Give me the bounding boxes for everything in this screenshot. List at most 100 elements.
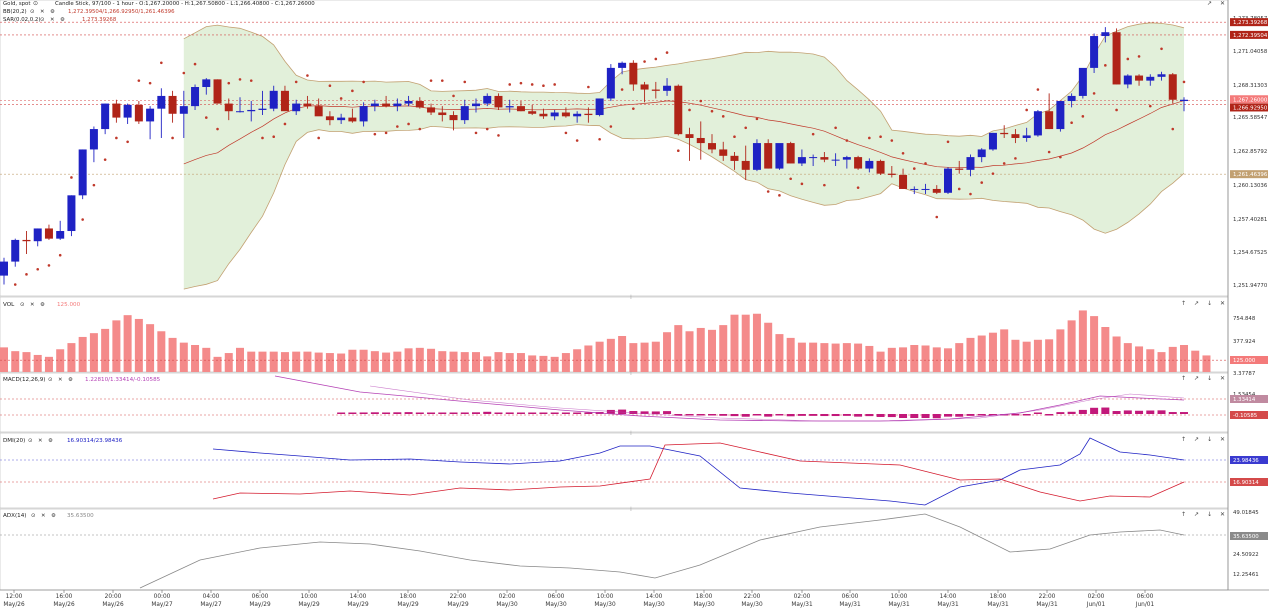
candle-body [0, 261, 8, 276]
candlestick-series [0, 27, 1188, 285]
eye-icon[interactable]: ⊙ [33, 0, 38, 7]
macd-histogram-bar [438, 412, 447, 414]
dmi-minus-line [212, 442, 1185, 502]
sar-dot [328, 84, 332, 88]
close-icon[interactable]: ✕ [40, 9, 45, 15]
maximize-icon[interactable]: ↗ [1194, 436, 1199, 443]
time-tick-label: 00:00 [154, 594, 171, 600]
volume-bar [438, 351, 447, 372]
close-icon[interactable]: ✕ [1220, 0, 1225, 7]
macd-histogram-bar [944, 414, 952, 417]
volume-bar [786, 337, 795, 372]
move-down-icon[interactable]: ↓ [1207, 375, 1212, 382]
volume-bar [0, 347, 8, 372]
close-icon[interactable]: ✕ [1220, 511, 1225, 518]
close-icon[interactable]: ✕ [1220, 300, 1225, 307]
resize-handle-icon[interactable]: ⁞ [630, 370, 632, 377]
sar-dot [485, 127, 489, 131]
volume-bar [1202, 355, 1211, 372]
macd-histogram-bar [1168, 412, 1177, 414]
macd-histogram-bar [460, 412, 469, 414]
sar-dot [609, 125, 613, 128]
macd-values: 1.22810/1.33414/-0.10585 [85, 377, 161, 383]
sar-dot [1002, 162, 1006, 165]
move-up-icon[interactable]: ↑ [1181, 436, 1186, 443]
volume-bar [179, 342, 188, 372]
close-icon[interactable]: ✕ [41, 513, 46, 519]
eye-icon[interactable]: ⊙ [40, 17, 45, 23]
panel-borders [0, 0, 1269, 591]
candle-body [1011, 134, 1020, 138]
volume-bar [606, 338, 615, 372]
macd-histogram-bar [899, 414, 908, 418]
maximize-icon[interactable]: ↗ [1194, 511, 1199, 518]
macd-histogram-bar [370, 412, 379, 414]
volume-bar [1168, 346, 1177, 372]
close-icon[interactable]: ✕ [58, 377, 63, 383]
volume-bar [775, 334, 784, 372]
gear-icon[interactable]: ⚙ [51, 513, 56, 519]
close-icon[interactable]: ✕ [1220, 375, 1225, 382]
price-tick-label: 1,251.94770 [1233, 283, 1268, 289]
date-tick-label: May/29 [298, 602, 320, 608]
move-down-icon[interactable]: ↓ [1207, 511, 1212, 518]
maximize-icon[interactable]: ↗ [1207, 0, 1212, 7]
close-icon[interactable]: ✕ [30, 302, 35, 308]
sar-dot [384, 131, 388, 135]
candle-body [224, 103, 233, 112]
candle-body [865, 160, 874, 169]
time-tick-label: 02:00 [1088, 594, 1105, 600]
close-icon[interactable]: ✕ [1220, 436, 1225, 443]
macd-histogram-bar [663, 411, 672, 414]
candle-body [505, 106, 514, 108]
eye-icon[interactable]: ⊙ [20, 302, 25, 308]
close-icon[interactable]: ✕ [38, 438, 43, 444]
eye-icon[interactable]: ⊙ [28, 438, 33, 444]
candle-body [22, 239, 31, 242]
resize-handle-icon[interactable]: ⁞ [630, 294, 632, 301]
candle-body [191, 87, 200, 107]
date-tick-label: May/30 [496, 602, 518, 608]
move-down-icon[interactable]: ↓ [1207, 300, 1212, 307]
gear-icon[interactable]: ⚙ [68, 377, 73, 383]
time-tick-label: 06:00 [252, 594, 269, 600]
macd-histogram-bar [640, 411, 649, 414]
gear-icon[interactable]: ⚙ [40, 302, 45, 308]
resize-handle-icon[interactable]: ⁞ [630, 506, 632, 513]
volume-bar [325, 353, 334, 372]
gear-icon[interactable]: ⚙ [60, 17, 65, 23]
candle-body [932, 188, 941, 193]
move-up-icon[interactable]: ↑ [1181, 511, 1186, 518]
candle-body [1045, 111, 1054, 130]
volume-bar [359, 349, 368, 372]
eye-icon[interactable]: ⊙ [48, 377, 53, 383]
volume-bar [820, 343, 829, 372]
eye-icon[interactable]: ⊙ [31, 513, 36, 519]
eye-icon[interactable]: ⊙ [30, 9, 35, 15]
gear-icon[interactable]: ⚙ [48, 438, 53, 444]
maximize-icon[interactable]: ↗ [1194, 375, 1199, 382]
volume-bar [876, 351, 885, 372]
close-icon[interactable]: ✕ [50, 17, 55, 23]
volume-bar [696, 327, 705, 372]
gear-icon[interactable]: ⚙ [50, 9, 55, 15]
candle-body [539, 113, 548, 117]
volume-bar [651, 341, 660, 372]
volume-bar [146, 324, 155, 372]
maximize-icon[interactable]: ↗ [1194, 300, 1199, 307]
macd-histogram-bar [573, 412, 582, 414]
price-badge-label: 1,273.39268 [1233, 20, 1268, 26]
macd-histogram-bar [1101, 407, 1110, 414]
macd-histogram-bar [505, 412, 514, 414]
vol-title: VOL [3, 302, 15, 308]
sar-dot [115, 136, 118, 140]
move-down-icon[interactable]: ↓ [1207, 436, 1212, 443]
sar-values: 1,273.39268 [82, 17, 117, 23]
volume-bar [314, 352, 323, 372]
move-up-icon[interactable]: ↑ [1181, 375, 1186, 382]
chart-info: Candle Stick, 97/100 - 1 hour - O:1,267.… [55, 1, 315, 7]
move-up-icon[interactable]: ↑ [1181, 300, 1186, 307]
resize-handle-icon[interactable]: ⁞ [630, 430, 632, 437]
macd-histogram-bar [606, 409, 615, 414]
macd-signal-line [369, 385, 1185, 422]
